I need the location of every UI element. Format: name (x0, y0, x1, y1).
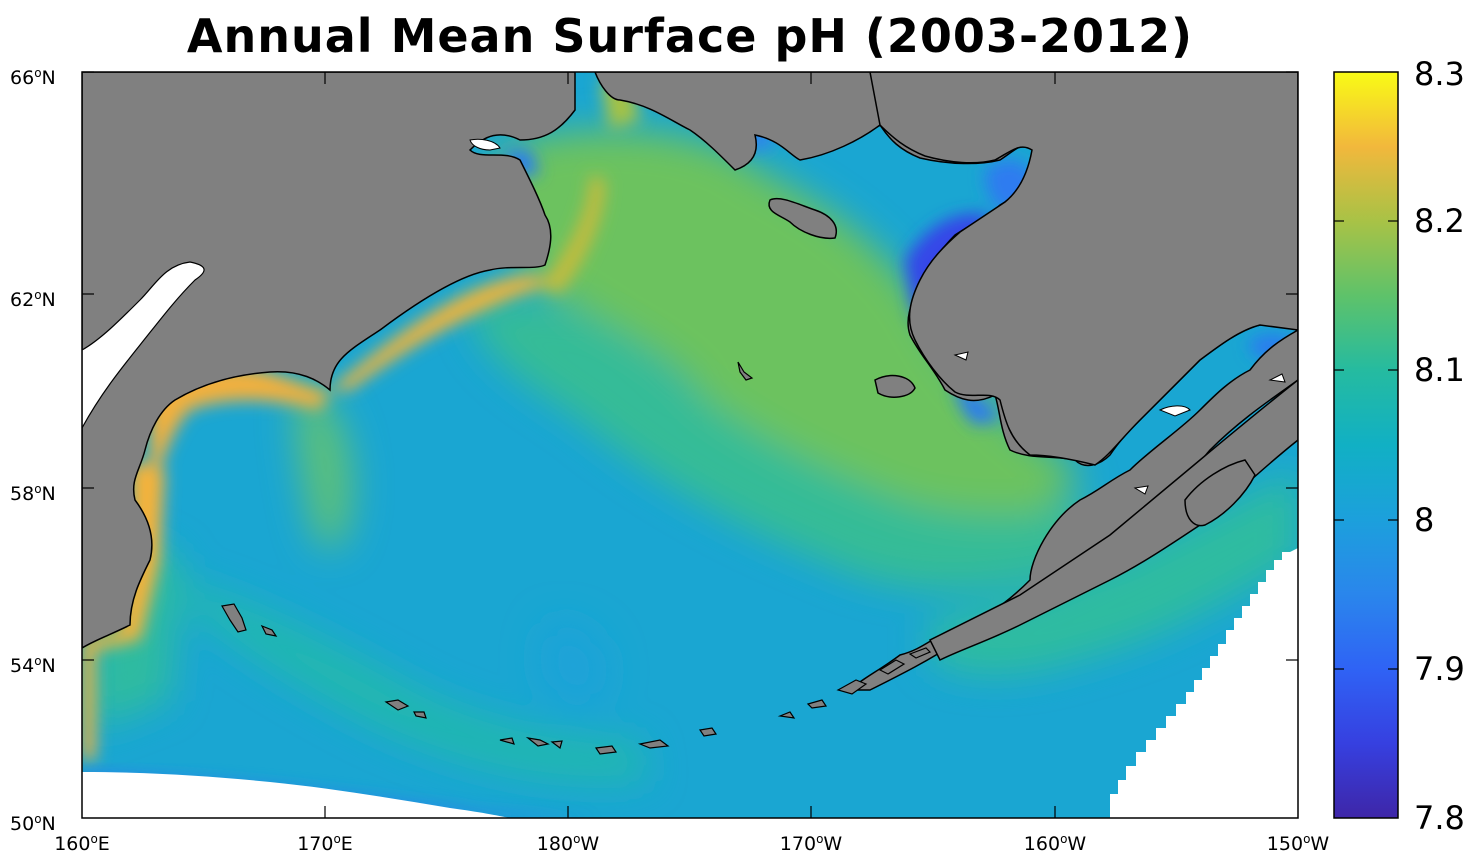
lon-label-160w: 160oW (1023, 832, 1087, 855)
lon-ticks (324, 72, 1056, 818)
lat-label-54n: 54oN (10, 654, 56, 677)
lat-ticks (82, 71, 1298, 661)
white-lake (1158, 405, 1191, 417)
lat-label-62n: 62oN (10, 288, 56, 311)
plot-frame (81, 71, 1299, 819)
colorbar (1333, 71, 1399, 819)
colorbar-label-7-9: 7.9 (1414, 650, 1465, 688)
colorbar-label-8-3: 8.3 (1414, 55, 1465, 93)
chart-title: Annual Mean Surface pH (2003-2012) (186, 9, 1194, 63)
no-data-region (1110, 548, 1298, 818)
land-nunivak-island (874, 374, 916, 398)
land-st-matthew (737, 361, 754, 381)
colorbar-gradient (1333, 71, 1399, 819)
white-lake (953, 351, 969, 361)
lat-label-50n: 50oN (10, 812, 56, 835)
lat-label-58n: 58oN (10, 482, 56, 505)
white-lake (1268, 373, 1286, 383)
white-lake (1133, 485, 1149, 495)
colorbar-label-8: 8 (1414, 501, 1435, 539)
lon-label-180w: 180oW (536, 832, 600, 855)
map-plot-area (82, 72, 1298, 818)
land-st-lawrence-island (768, 198, 837, 240)
lon-label-170w: 170oW (779, 832, 843, 855)
land-commander-islands (221, 603, 247, 633)
land-kodiak-island (1184, 459, 1256, 527)
colorbar-label-8-2: 8.2 (1414, 202, 1465, 240)
lon-label-170e: 170oE (297, 832, 353, 855)
land-alaska-north (869, 72, 1298, 466)
white-lake (469, 138, 501, 151)
lon-label-160e: 160oE (54, 832, 110, 855)
no-data-region (82, 772, 510, 818)
white-sea-of-okhotsk (82, 261, 205, 429)
land-aleutian-islands (384, 647, 932, 755)
land-alaska-peninsula (928, 379, 1298, 662)
colorbar-label-8-1: 8.1 (1414, 351, 1465, 389)
colorbar-label-7-8: 7.8 (1414, 799, 1465, 837)
lon-label-150w: 150oW (1266, 832, 1330, 855)
land-russia (82, 72, 576, 649)
lat-label-66n: 66oN (10, 66, 56, 89)
